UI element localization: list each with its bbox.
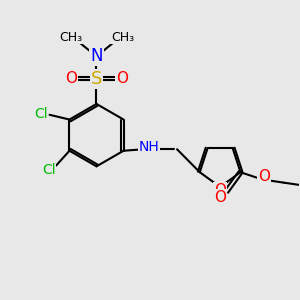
Text: NH: NH [138, 140, 159, 154]
Text: O: O [116, 71, 128, 86]
Text: O: O [214, 190, 226, 205]
Text: N: N [90, 47, 103, 65]
Text: O: O [214, 183, 226, 198]
Text: CH₃: CH₃ [111, 31, 134, 44]
Text: Cl: Cl [42, 163, 56, 177]
Text: O: O [258, 169, 270, 184]
Text: Cl: Cl [34, 106, 47, 121]
Text: O: O [65, 71, 77, 86]
Text: S: S [91, 70, 102, 88]
Text: CH₃: CH₃ [59, 31, 82, 44]
